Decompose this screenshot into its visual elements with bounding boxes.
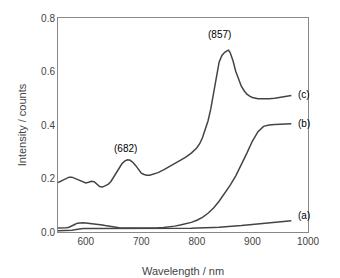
svg-text:0.8: 0.8: [41, 13, 55, 24]
svg-text:1000: 1000: [297, 236, 320, 247]
svg-text:800: 800: [189, 236, 206, 247]
svg-text:(a): (a): [298, 210, 310, 221]
svg-text:0.4: 0.4: [41, 120, 55, 131]
svg-text:0.6: 0.6: [41, 66, 55, 77]
svg-text:(b): (b): [298, 118, 310, 129]
svg-text:Wavelength / nm: Wavelength / nm: [142, 265, 224, 277]
svg-text:(682): (682): [114, 143, 137, 154]
svg-text:0.0: 0.0: [41, 227, 55, 238]
svg-text:(c): (c): [298, 89, 310, 100]
svg-text:900: 900: [244, 236, 261, 247]
svg-text:Intensity / counts: Intensity / counts: [16, 83, 28, 166]
svg-text:700: 700: [133, 236, 150, 247]
svg-text:600: 600: [77, 236, 94, 247]
svg-text:0.2: 0.2: [41, 173, 55, 184]
svg-text:(857): (857): [208, 29, 231, 40]
